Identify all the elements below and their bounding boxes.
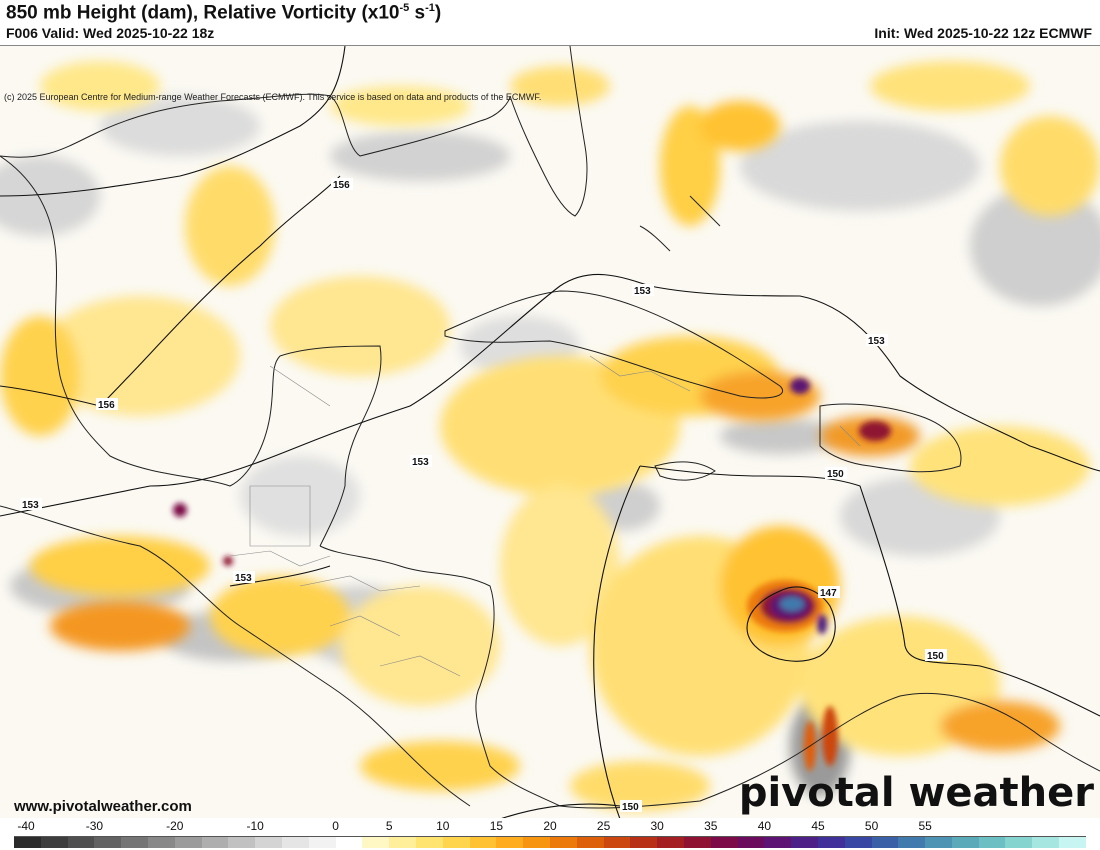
colorbar-swatch	[737, 837, 765, 848]
colorbar-swatch	[362, 837, 390, 848]
colorbar-tick-label: -20	[166, 819, 184, 833]
colorbar-tick-label: 45	[811, 819, 825, 833]
contour-label: 150	[827, 469, 844, 480]
contour-label: 153	[22, 500, 39, 511]
colorbar-tick-label: 30	[650, 819, 664, 833]
copyright-notice: (c) 2025 European Centre for Medium-rang…	[4, 92, 542, 102]
colorbar-tick-label: 35	[704, 819, 718, 833]
colorbar-swatch	[335, 837, 363, 848]
colorbar-swatch	[469, 837, 497, 848]
colorbar-swatch	[442, 837, 470, 848]
colorbar-swatch	[523, 837, 550, 848]
colorbar-swatch	[657, 837, 684, 848]
colorbar-swatch	[228, 837, 256, 848]
contour-label: 153	[235, 573, 252, 584]
colorbar-swatch	[764, 837, 792, 848]
colorbar-swatch	[1005, 837, 1033, 848]
colorbar-swatch	[174, 837, 202, 848]
colorbar-swatch	[255, 837, 282, 848]
colorbar-swatch	[683, 837, 711, 848]
contour-label: 153	[868, 336, 885, 347]
pivotal-weather-logo: pivotal weather	[738, 770, 1094, 816]
colorbar-swatch	[147, 837, 175, 848]
map-panel: (c) 2025 European Centre for Medium-rang…	[0, 45, 1100, 818]
colorbar-swatch	[1032, 837, 1060, 848]
colorbar-swatch	[94, 837, 122, 848]
colorbar-ticks: -40 -30 -20 -10 0 5 10 15 20 25 30 35 40 45 50 55	[14, 819, 1086, 835]
colorbar	[14, 836, 1086, 848]
vorticity-maxima	[173, 378, 891, 771]
political-borders	[229, 355, 861, 677]
colorbar-tick-label: 55	[918, 819, 932, 833]
height-contours	[0, 46, 1100, 818]
contour-label: 153	[412, 457, 429, 468]
colorbar-swatch	[14, 837, 41, 848]
colorbar-swatch	[201, 837, 229, 848]
vorticity-map: 156 156 153 153 153 153 153 150 150 147 …	[0, 46, 1100, 818]
colorbar-tick-label: 5	[385, 819, 393, 833]
colorbar-swatch	[951, 837, 979, 848]
colorbar-tick-label: -30	[85, 819, 104, 833]
contour-label: 153	[634, 286, 651, 297]
colorbar-swatch	[844, 837, 872, 848]
colorbar-tick-label: 40	[757, 819, 772, 833]
valid-time: F006 Valid: Wed 2025-10-22 18z	[6, 25, 215, 41]
colorbar-swatch	[67, 837, 95, 848]
colorbar-swatch	[281, 837, 309, 848]
map-title: 850 mb Height (dam), Relative Vorticity …	[6, 2, 442, 24]
coastlines	[0, 46, 1100, 809]
colorbar-swatch	[898, 837, 926, 848]
header: 850 mb Height (dam), Relative Vorticity …	[0, 0, 1100, 46]
colorbar-swatch	[389, 837, 416, 848]
colorbar-tick-label: 25	[596, 819, 611, 833]
colorbar-swatch	[40, 837, 68, 848]
contour-labels: 156 156 153 153 153 153 153 150 150 147 …	[20, 178, 947, 813]
colorbar-swatch	[791, 837, 818, 848]
website-url[interactable]: www.pivotalweather.com	[14, 798, 192, 815]
colorbar-tick-label: 15	[489, 819, 504, 833]
colorbar-swatch	[496, 837, 524, 848]
colorbar-swatch	[121, 837, 148, 848]
colorbar-tick-label: -10	[246, 819, 264, 833]
colorbar-swatch	[415, 837, 443, 848]
colorbar-swatch	[871, 837, 899, 848]
colorbar-swatch	[603, 837, 631, 848]
colorbar-tick-label: -40	[17, 819, 35, 833]
colorbar-swatch	[576, 837, 604, 848]
contour-label: 150	[927, 651, 944, 662]
init-time: Init: Wed 2025-10-22 12z ECMWF	[874, 25, 1092, 41]
colorbar-tick-label: 50	[864, 819, 879, 833]
colorbar-swatch	[978, 837, 1006, 848]
contour-label: 156	[98, 400, 115, 411]
colorbar-tick-label: 10	[436, 819, 450, 833]
contour-label: 156	[333, 180, 350, 191]
colorbar-swatch	[549, 837, 577, 848]
colorbar-swatch	[1059, 837, 1086, 848]
colorbar-swatch	[925, 837, 952, 848]
contour-label: 150	[622, 802, 639, 813]
colorbar-swatch	[710, 837, 738, 848]
colorbar-tick-label: 0	[332, 819, 339, 833]
colorbar-swatch	[308, 837, 336, 848]
colorbar-tick-label: 20	[543, 819, 557, 833]
contour-label: 147	[820, 588, 837, 599]
colorbar-swatch	[817, 837, 845, 848]
colorbar-swatch	[630, 837, 658, 848]
